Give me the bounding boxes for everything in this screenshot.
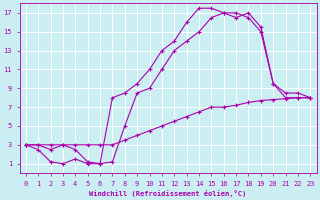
X-axis label: Windchill (Refroidissement éolien,°C): Windchill (Refroidissement éolien,°C) (90, 190, 247, 197)
